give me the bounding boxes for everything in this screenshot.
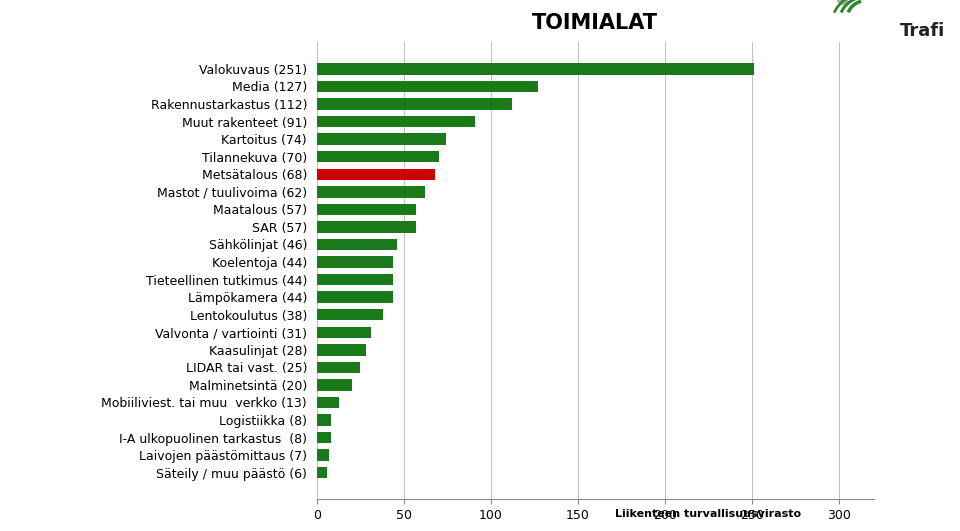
Bar <box>317 204 416 215</box>
Bar <box>317 274 394 285</box>
Bar <box>317 186 424 198</box>
Bar <box>317 414 330 426</box>
Bar <box>317 327 371 338</box>
Bar <box>317 467 327 478</box>
Bar <box>317 239 396 250</box>
Title: TOIMIALAT: TOIMIALAT <box>532 13 659 32</box>
Bar <box>317 379 351 391</box>
Bar <box>317 133 445 145</box>
Bar <box>317 81 538 92</box>
Bar <box>317 116 475 127</box>
Bar <box>317 344 366 356</box>
Bar <box>317 98 512 110</box>
Bar <box>317 362 360 373</box>
Bar <box>317 151 439 162</box>
Bar <box>317 309 383 320</box>
Bar <box>317 397 340 408</box>
Bar <box>317 292 394 303</box>
Text: Liikenteen turvallisuusvirasto: Liikenteen turvallisuusvirasto <box>615 509 802 519</box>
Text: Trafi: Trafi <box>900 22 946 40</box>
Bar <box>317 256 394 268</box>
Bar <box>317 63 754 75</box>
Bar <box>317 168 435 180</box>
Bar <box>317 221 416 233</box>
Bar <box>317 449 329 461</box>
Bar <box>317 432 330 443</box>
